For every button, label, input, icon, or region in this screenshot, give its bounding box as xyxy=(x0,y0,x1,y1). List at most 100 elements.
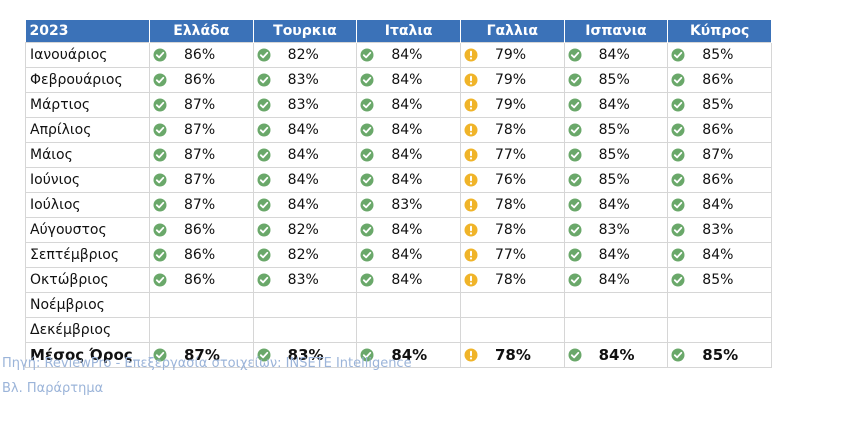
check-circle-icon xyxy=(568,248,582,262)
check-circle-icon xyxy=(671,98,685,112)
check-circle-icon xyxy=(257,48,271,62)
value-cell: 84% xyxy=(356,217,461,243)
check-circle-icon xyxy=(153,248,167,262)
value-cell: 86% xyxy=(667,117,772,143)
value-cell: 87% xyxy=(149,167,254,193)
warning-circle-icon xyxy=(464,98,478,112)
check-circle-icon xyxy=(360,173,374,187)
check-circle-icon xyxy=(671,198,685,212)
month-cell: Δεκέμβριος xyxy=(25,317,150,343)
percent-value: 84% xyxy=(391,147,423,163)
value-cell xyxy=(252,317,358,343)
header-country: Κύπρος xyxy=(667,20,772,43)
check-circle-icon xyxy=(568,198,582,212)
value-cell: 84% xyxy=(563,342,669,368)
percent-value: 79% xyxy=(494,72,527,88)
month-cell: Σεπτέμβριος xyxy=(25,242,150,268)
check-circle-icon xyxy=(671,48,685,62)
percent-value: 85% xyxy=(702,272,734,288)
percent-value: 83% xyxy=(287,272,319,288)
value-cell: 84% xyxy=(563,267,669,293)
check-circle-icon xyxy=(671,348,685,362)
table-row: Αύγουστος 86% 82% 84% 78% 83% 83% xyxy=(25,217,772,243)
value-cell: 86% xyxy=(149,267,254,293)
percent-value: 87% xyxy=(702,147,734,163)
value-cell: 84% xyxy=(563,92,669,118)
value-cell: 85% xyxy=(667,342,772,368)
check-circle-icon xyxy=(568,223,582,237)
average-row: Μέσος Όρος 87% 83% 84% 78% 84% 85% xyxy=(25,342,772,368)
check-circle-icon xyxy=(671,248,685,262)
check-circle-icon xyxy=(671,148,685,162)
value-cell: 86% xyxy=(667,167,772,193)
check-circle-icon xyxy=(257,98,271,112)
value-cell: 78% xyxy=(459,192,565,218)
percent-value: 82% xyxy=(287,222,319,238)
check-circle-icon xyxy=(360,248,374,262)
check-circle-icon xyxy=(568,73,582,87)
percent-value: 84% xyxy=(391,247,423,263)
percent-value: 78% xyxy=(494,197,527,213)
check-circle-icon xyxy=(671,273,685,287)
table-row: Μάρτιος 87% 83% 84% 79% 84% 85% xyxy=(25,92,772,118)
value-cell xyxy=(149,292,254,318)
percent-value: 86% xyxy=(184,247,216,263)
percent-value: 84% xyxy=(391,346,428,364)
check-circle-icon xyxy=(360,198,374,212)
value-cell: 87% xyxy=(149,92,254,118)
warning-circle-icon xyxy=(464,73,478,87)
table-row: Φεβρουάριος 86% 83% 84% 79% 85% 86% xyxy=(25,67,772,93)
warning-circle-icon xyxy=(464,48,478,62)
value-cell: 84% xyxy=(356,92,461,118)
month-cell: Οκτώβριος xyxy=(25,267,150,293)
value-cell: 83% xyxy=(252,267,358,293)
value-cell xyxy=(356,292,461,318)
percent-value: 82% xyxy=(287,247,319,263)
appendix-note: Βλ. Παράρτημα xyxy=(2,381,104,396)
check-circle-icon xyxy=(568,348,582,362)
header-year: 2023 xyxy=(25,20,150,43)
value-cell: 85% xyxy=(563,142,669,168)
check-circle-icon xyxy=(360,123,374,137)
percent-value: 78% xyxy=(494,222,527,238)
check-circle-icon xyxy=(671,73,685,87)
value-cell: 78% xyxy=(459,117,565,143)
check-circle-icon xyxy=(257,198,271,212)
value-cell: 79% xyxy=(459,67,565,93)
percent-value: 84% xyxy=(391,47,423,63)
check-circle-icon xyxy=(153,73,167,87)
check-circle-icon xyxy=(257,73,271,87)
check-circle-icon xyxy=(568,173,582,187)
check-circle-icon xyxy=(257,223,271,237)
warning-circle-icon xyxy=(464,348,478,362)
warning-circle-icon xyxy=(464,173,478,187)
value-cell: 84% xyxy=(667,192,772,218)
month-cell: Φεβρουάριος xyxy=(25,67,150,93)
percent-value: 84% xyxy=(391,72,423,88)
value-cell xyxy=(563,292,669,318)
value-cell: 84% xyxy=(667,242,772,268)
check-circle-icon xyxy=(153,273,167,287)
check-circle-icon xyxy=(360,223,374,237)
month-cell: Μάιος xyxy=(25,142,150,168)
warning-circle-icon xyxy=(464,148,478,162)
value-cell: 78% xyxy=(459,267,565,293)
percent-value: 83% xyxy=(287,72,319,88)
percent-value: 82% xyxy=(287,47,319,63)
value-cell: 78% xyxy=(459,342,565,368)
value-cell: 85% xyxy=(667,267,772,293)
percent-value: 87% xyxy=(184,147,216,163)
monthly-score-table: 2023 Ελλάδα Τουρκια Ιταλια Γαλλια Ισπανι… xyxy=(25,20,772,368)
value-cell: 84% xyxy=(356,117,461,143)
check-circle-icon xyxy=(360,48,374,62)
value-cell: 82% xyxy=(252,242,358,268)
warning-circle-icon xyxy=(464,198,478,212)
value-cell: 86% xyxy=(667,67,772,93)
header-country: Τουρκια xyxy=(253,20,358,43)
value-cell: 84% xyxy=(252,192,358,218)
percent-value: 79% xyxy=(494,97,527,113)
check-circle-icon xyxy=(153,148,167,162)
header-row: 2023 Ελλάδα Τουρκια Ιταλια Γαλλια Ισπανι… xyxy=(25,20,772,43)
warning-circle-icon xyxy=(464,273,478,287)
value-cell: 79% xyxy=(459,42,565,68)
